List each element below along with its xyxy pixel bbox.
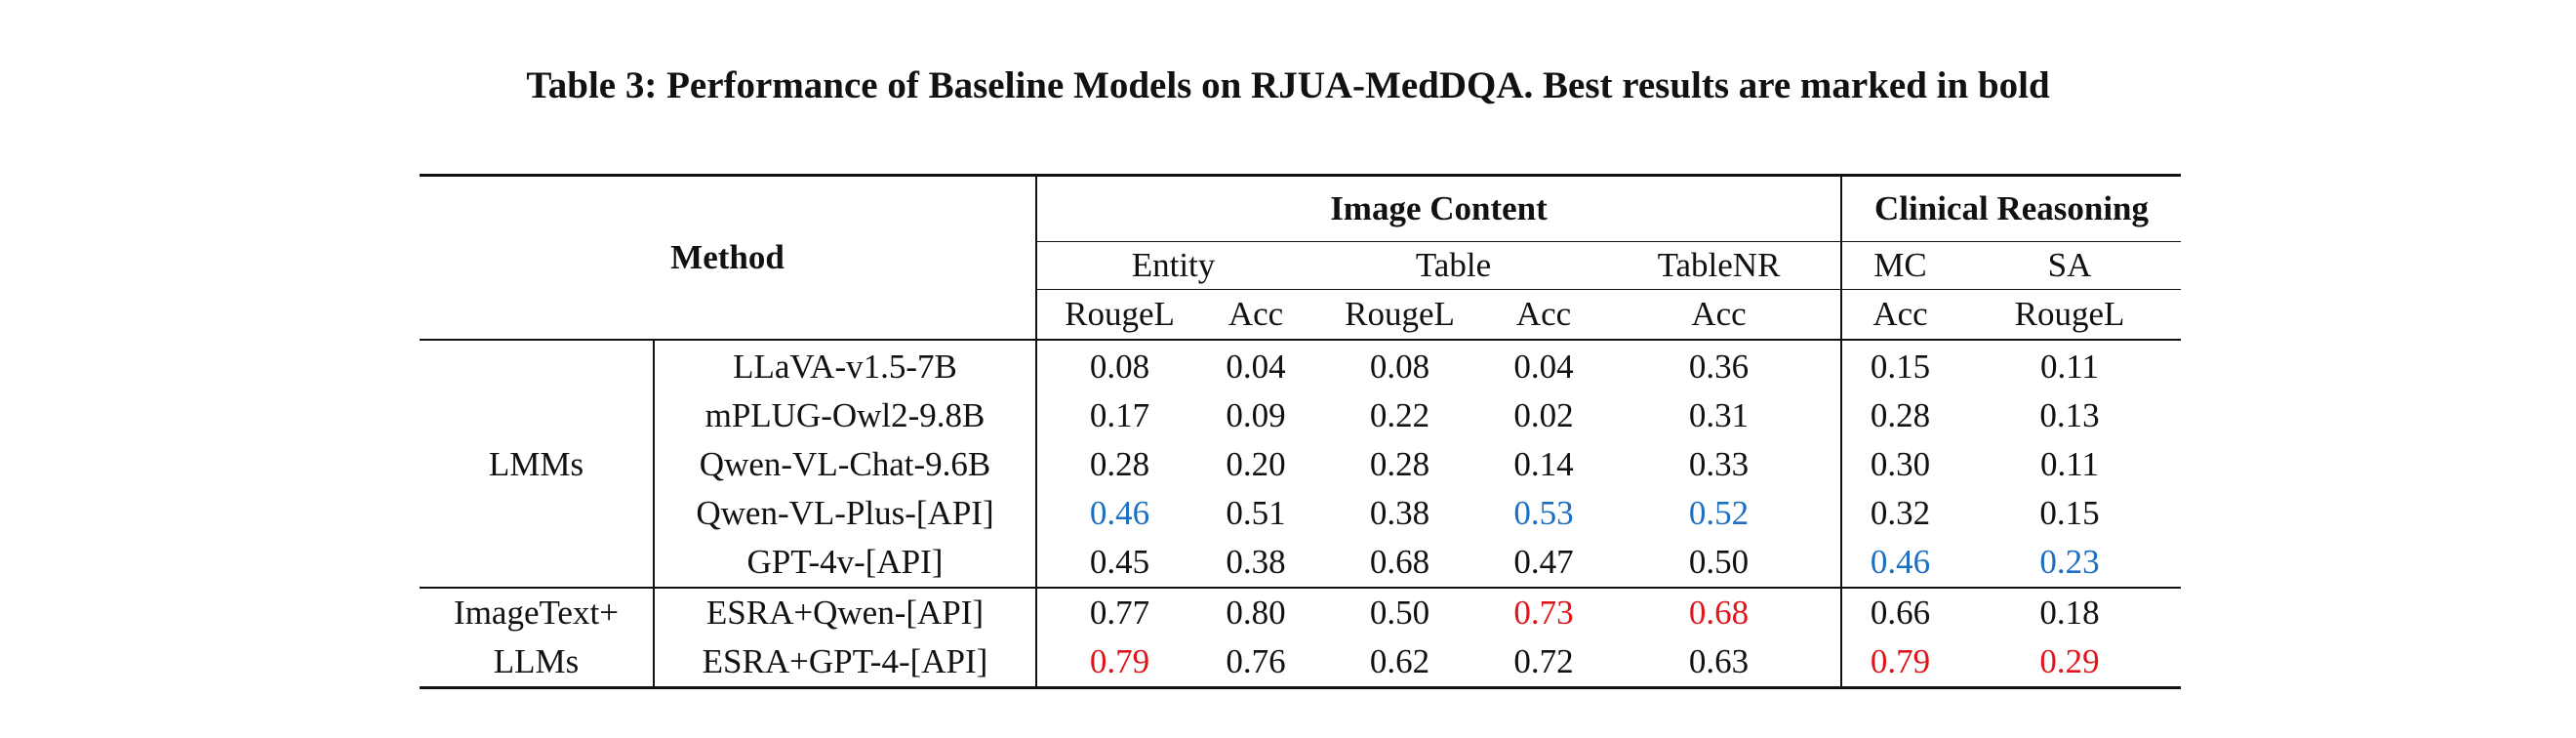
value-cell: 0.68	[1597, 588, 1843, 637]
value-cell: 0.79	[1841, 637, 1959, 689]
method-header: Method	[420, 174, 1037, 341]
value-cell: 0.17	[1089, 396, 1150, 434]
value-cell: 0.50	[1597, 538, 1843, 589]
group-label-lmms: LMMs	[420, 340, 655, 589]
tablenr-header: TableNR	[1597, 241, 1843, 290]
model-name: GPT-4v-[API]	[654, 538, 1037, 589]
value-cell: 0.68	[1309, 538, 1490, 589]
value-cell: 0.18	[2039, 594, 2100, 632]
table-row: Qwen-VL-Chat-9.6B 0.28 0.20 0.28 0.14 0.…	[420, 440, 2181, 489]
table-header: Table	[1309, 241, 1597, 290]
value-cell: 0.32	[1870, 494, 1931, 532]
clinical-reasoning-header: Clinical Reasoning	[1841, 174, 2182, 242]
value-cell: 0.66	[1870, 594, 1931, 632]
value-cell: 0.51	[1226, 494, 1286, 532]
value-cell: 0.15	[1870, 348, 1931, 386]
model-name: LLaVA-v1.5-7B	[654, 340, 1037, 391]
model-name: Qwen-VL-Chat-9.6B	[654, 440, 1037, 489]
value-cell: 0.28	[1870, 396, 1931, 434]
metric-header: Acc	[1202, 289, 1309, 341]
table-row: GPT-4v-[API] 0.45 0.38 0.68 0.47 0.50 0.…	[420, 538, 2182, 589]
value-cell: 0.38	[1369, 494, 1430, 532]
metric-header: RougeL	[1309, 289, 1490, 341]
value-cell: 0.13	[2039, 396, 2100, 434]
value-cell: 0.11	[2040, 348, 2099, 386]
value-cell: 0.02	[1513, 396, 1574, 434]
value-cell: 0.08	[1369, 348, 1430, 386]
value-cell: 0.72	[1490, 637, 1597, 689]
group-label-imagetext-llms: ImageText+ LLMs	[420, 588, 655, 689]
model-name: Qwen-VL-Plus-[API]	[654, 489, 1037, 538]
value-cell: 0.23	[1958, 538, 2182, 589]
value-cell: 0.46	[1841, 538, 1959, 589]
mc-header: MC	[1841, 241, 1959, 290]
value-cell: 0.77	[1089, 594, 1150, 632]
value-cell: 0.52	[1597, 489, 1843, 538]
value-cell: 0.80	[1226, 594, 1286, 632]
value-cell: 0.47	[1490, 538, 1597, 589]
value-cell: 0.20	[1226, 445, 1286, 483]
value-cell: 0.28	[1089, 445, 1150, 483]
value-cell: 0.36	[1597, 340, 1843, 391]
value-cell: 0.04	[1226, 348, 1286, 386]
table-row: Qwen-VL-Plus-[API] 0.46 0.51 0.38 0.53 0…	[420, 489, 2181, 538]
value-cell: 0.31	[1597, 391, 1843, 440]
value-cell: 0.62	[1309, 637, 1490, 689]
value-cell: 0.04	[1513, 348, 1574, 386]
value-cell: 0.22	[1369, 396, 1430, 434]
entity-header: Entity	[1036, 241, 1309, 290]
model-name: ESRA+Qwen-[API]	[654, 588, 1037, 637]
model-name: mPLUG-Owl2-9.8B	[654, 391, 1037, 440]
sa-header: SA	[1958, 241, 2182, 290]
value-cell: 0.73	[1513, 594, 1574, 632]
metric-header: Acc	[1490, 289, 1597, 341]
table-caption: Table 3: Performance of Baseline Models …	[526, 64, 2050, 106]
value-cell: 0.79	[1036, 637, 1202, 689]
value-cell: 0.53	[1513, 494, 1574, 532]
value-cell: 0.76	[1202, 637, 1309, 689]
value-cell: 0.45	[1036, 538, 1202, 589]
image-content-header: Image Content	[1036, 174, 1843, 242]
metric-header: RougeL	[1958, 289, 2182, 341]
model-name: ESRA+GPT-4-[API]	[654, 637, 1037, 689]
table-row: mPLUG-Owl2-9.8B 0.17 0.09 0.22 0.02 0.31…	[420, 391, 2181, 440]
value-cell: 0.46	[1089, 494, 1150, 532]
value-cell: 0.30	[1870, 445, 1931, 483]
value-cell: 0.15	[2039, 494, 2100, 532]
value-cell: 0.14	[1513, 445, 1574, 483]
value-cell: 0.11	[2040, 445, 2099, 483]
value-cell: 0.29	[1958, 637, 2182, 689]
value-cell: 0.50	[1369, 594, 1430, 632]
table-row: ImageText+ LLMs ESRA+Qwen-[API] 0.77 0.80…	[420, 588, 2181, 689]
table-row: LMMs LLaVA-v1.5-7B 0.08 0.04 0.08 0.04 0…	[420, 340, 2181, 589]
results-table: Method Image Content Clinical Reasoning …	[420, 174, 2182, 689]
value-cell: 0.09	[1226, 396, 1286, 434]
value-cell: 0.38	[1202, 538, 1309, 589]
metric-header: Acc	[1597, 289, 1843, 341]
table-row: ESRA+GPT-4-[API] 0.79 0.76 0.62 0.72 0.6…	[420, 637, 2182, 689]
metric-header: Acc	[1841, 289, 1959, 341]
value-cell: 0.63	[1597, 637, 1843, 689]
value-cell: 0.08	[1089, 348, 1150, 386]
value-cell: 0.33	[1597, 440, 1843, 489]
value-cell: 0.28	[1369, 445, 1430, 483]
metric-header: RougeL	[1036, 289, 1202, 341]
